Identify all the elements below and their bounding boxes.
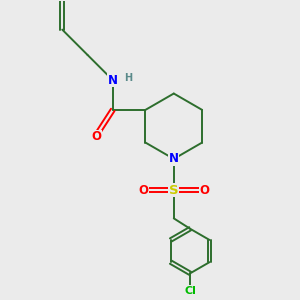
Text: Cl: Cl <box>184 286 196 296</box>
Text: O: O <box>138 184 148 196</box>
Text: O: O <box>92 130 101 143</box>
Text: O: O <box>200 184 209 196</box>
Text: N: N <box>108 74 118 87</box>
Text: H: H <box>124 73 132 83</box>
Text: S: S <box>169 184 178 196</box>
Text: N: N <box>169 152 179 165</box>
